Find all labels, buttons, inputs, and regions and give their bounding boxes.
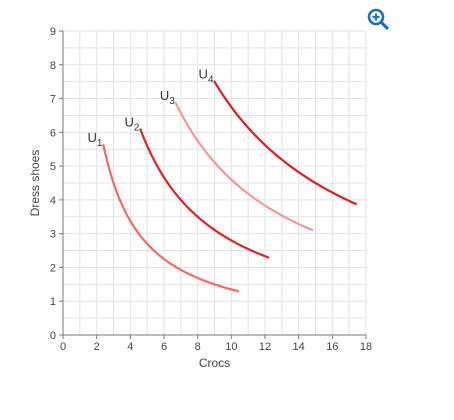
y-tick-label: 7: [50, 94, 56, 106]
x-tick-label: 4: [127, 341, 133, 353]
y-tick-label: 6: [50, 127, 56, 139]
y-tick-label: 0: [50, 330, 56, 342]
y-tick-label: 3: [50, 229, 56, 241]
y-tick-label: 5: [50, 161, 56, 173]
x-tick-label: 12: [259, 341, 271, 353]
series-u2: U2: [124, 114, 270, 259]
curve-u4: [213, 80, 357, 206]
curve-label: U4: [199, 67, 214, 86]
y-tick-label: 2: [50, 262, 56, 274]
y-axis-label: Dress shoes: [28, 150, 42, 217]
x-tick-label: 18: [360, 341, 372, 353]
y-tick-label: 4: [50, 195, 56, 207]
x-tick-label: 2: [94, 341, 100, 353]
x-tick-label: 14: [293, 341, 305, 353]
series-u3: U3: [160, 88, 314, 232]
curve-u2: [139, 128, 270, 259]
y-tick-label: 8: [50, 60, 56, 72]
x-tick-label: 0: [60, 341, 66, 353]
x-axis-label: Crocs: [199, 356, 230, 370]
curve-u1: [102, 143, 240, 293]
x-tick-label: 6: [161, 341, 167, 353]
curve-u3: [174, 101, 314, 232]
y-tick-label: 9: [50, 26, 56, 38]
curve-label: U3: [160, 88, 175, 107]
zoom-in-button[interactable]: [367, 8, 389, 30]
series-u1: U1: [87, 130, 240, 293]
zoom-in-icon: [367, 8, 389, 30]
y-tick-label: 1: [50, 296, 56, 308]
series-u4: U4: [199, 67, 357, 206]
x-tick-label: 16: [326, 341, 338, 353]
curve-label: U1: [87, 130, 102, 149]
x-tick-label: 10: [225, 341, 237, 353]
x-tick-label: 8: [195, 341, 201, 353]
curve-label: U2: [124, 114, 139, 133]
